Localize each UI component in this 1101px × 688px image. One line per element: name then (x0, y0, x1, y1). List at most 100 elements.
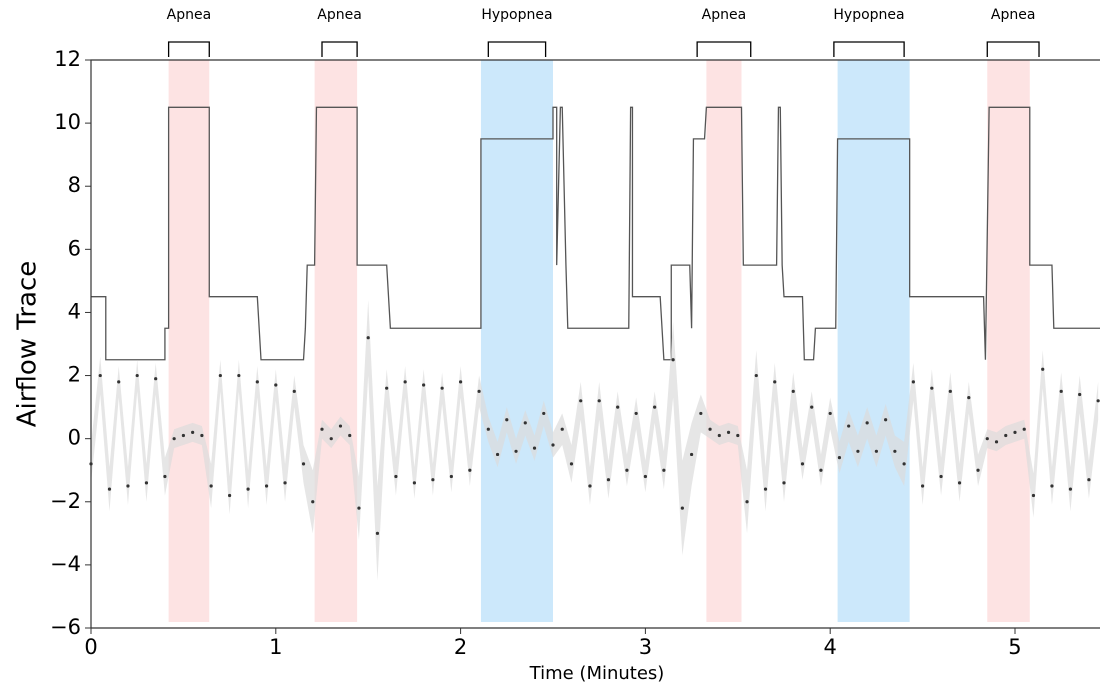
signal-point (560, 427, 564, 431)
signal-point (486, 427, 490, 431)
plot-frame (90, 59, 1100, 629)
event-bracket (833, 41, 905, 57)
signal-point (449, 474, 453, 479)
event-region (987, 60, 1030, 622)
signal-point (154, 377, 158, 381)
signal-point (819, 468, 823, 472)
signal-point (412, 481, 416, 485)
signal-point (726, 430, 731, 434)
event-bracket (487, 41, 547, 57)
event-region (314, 60, 358, 622)
signal-point (532, 446, 537, 450)
signal-point (579, 399, 583, 403)
signal-point (431, 478, 435, 482)
signal-point (643, 474, 647, 479)
signal-point (135, 373, 139, 378)
signal-point (920, 484, 925, 488)
signal-point (440, 386, 444, 390)
signal-point (338, 424, 343, 428)
event-label: Apnea (317, 7, 362, 23)
y-tick-label: 0 (68, 426, 81, 450)
signal-point (810, 405, 814, 409)
event-label: Apnea (167, 7, 212, 23)
event-region (480, 60, 553, 622)
signal-point (218, 373, 222, 378)
signal-point (107, 487, 112, 491)
signal-point (884, 418, 888, 422)
signal-point (874, 449, 878, 453)
signal-point (625, 468, 629, 472)
signal-point (181, 433, 185, 438)
signal-point (458, 380, 463, 384)
signal-point (366, 336, 370, 340)
signal-point (1087, 478, 1091, 482)
signal-point (523, 421, 527, 425)
signal-point (477, 389, 481, 393)
y-tick-label: −4 (50, 552, 81, 576)
event-label: Hypopnea (481, 7, 552, 23)
y-tick-label: 2 (68, 363, 81, 387)
signal-point (791, 389, 795, 393)
signal-point (292, 389, 296, 393)
signal-point (1068, 487, 1073, 491)
x-tick-label: 0 (84, 635, 97, 659)
signal-point (1004, 433, 1008, 438)
event-label: Hypopnea (833, 7, 904, 23)
signal-point (930, 386, 934, 390)
signal-point (98, 373, 102, 378)
signal-point (893, 449, 897, 453)
signal-point (209, 484, 213, 488)
y-tick-label: 6 (68, 236, 81, 260)
x-tick-label: 3 (639, 635, 652, 659)
signal-point (274, 383, 278, 387)
signal-point (255, 380, 259, 384)
event-label: Apnea (702, 7, 747, 23)
event-region (168, 60, 210, 622)
confidence-band (91, 299, 1099, 581)
y-tick-label: 8 (68, 173, 81, 197)
signal-point (495, 452, 500, 457)
signal-point (634, 411, 638, 416)
signal-point (375, 531, 380, 535)
signal-point (514, 449, 518, 453)
signal-point (403, 380, 407, 384)
y-tick-label: 12 (54, 47, 81, 71)
signal-point (662, 468, 666, 472)
signal-point (311, 500, 315, 504)
y-tick-label: −2 (50, 489, 81, 513)
signal-point (329, 437, 333, 441)
signal-point (1096, 399, 1100, 403)
signal-point (117, 380, 121, 384)
x-tick-label: 5 (1008, 635, 1021, 659)
signal-point (320, 427, 324, 431)
x-tick-label: 4 (824, 635, 837, 659)
event-region (706, 60, 742, 622)
signal-point (1078, 392, 1082, 397)
signal-point (237, 373, 241, 378)
signal-point (680, 506, 684, 510)
signal-point (394, 474, 398, 479)
signal-point (1013, 430, 1017, 434)
signal-point (671, 358, 675, 362)
event-bracket (321, 41, 358, 57)
signal-point (782, 481, 786, 485)
signal-point (800, 462, 805, 466)
signal-point (264, 484, 269, 488)
signal-point (246, 487, 250, 491)
signal-point (468, 468, 472, 472)
signal-point (357, 506, 361, 510)
signal-point (200, 433, 204, 438)
signal-point (126, 484, 130, 488)
signal-point (754, 373, 758, 378)
signal-point (283, 481, 287, 485)
signal-point (588, 484, 592, 488)
signal-point (191, 430, 195, 434)
trace-line (91, 106, 1100, 361)
signal-point (745, 500, 749, 504)
signal-point (837, 456, 842, 460)
signal-point (227, 493, 232, 498)
signal-point (616, 405, 620, 409)
signal-point (967, 396, 971, 400)
